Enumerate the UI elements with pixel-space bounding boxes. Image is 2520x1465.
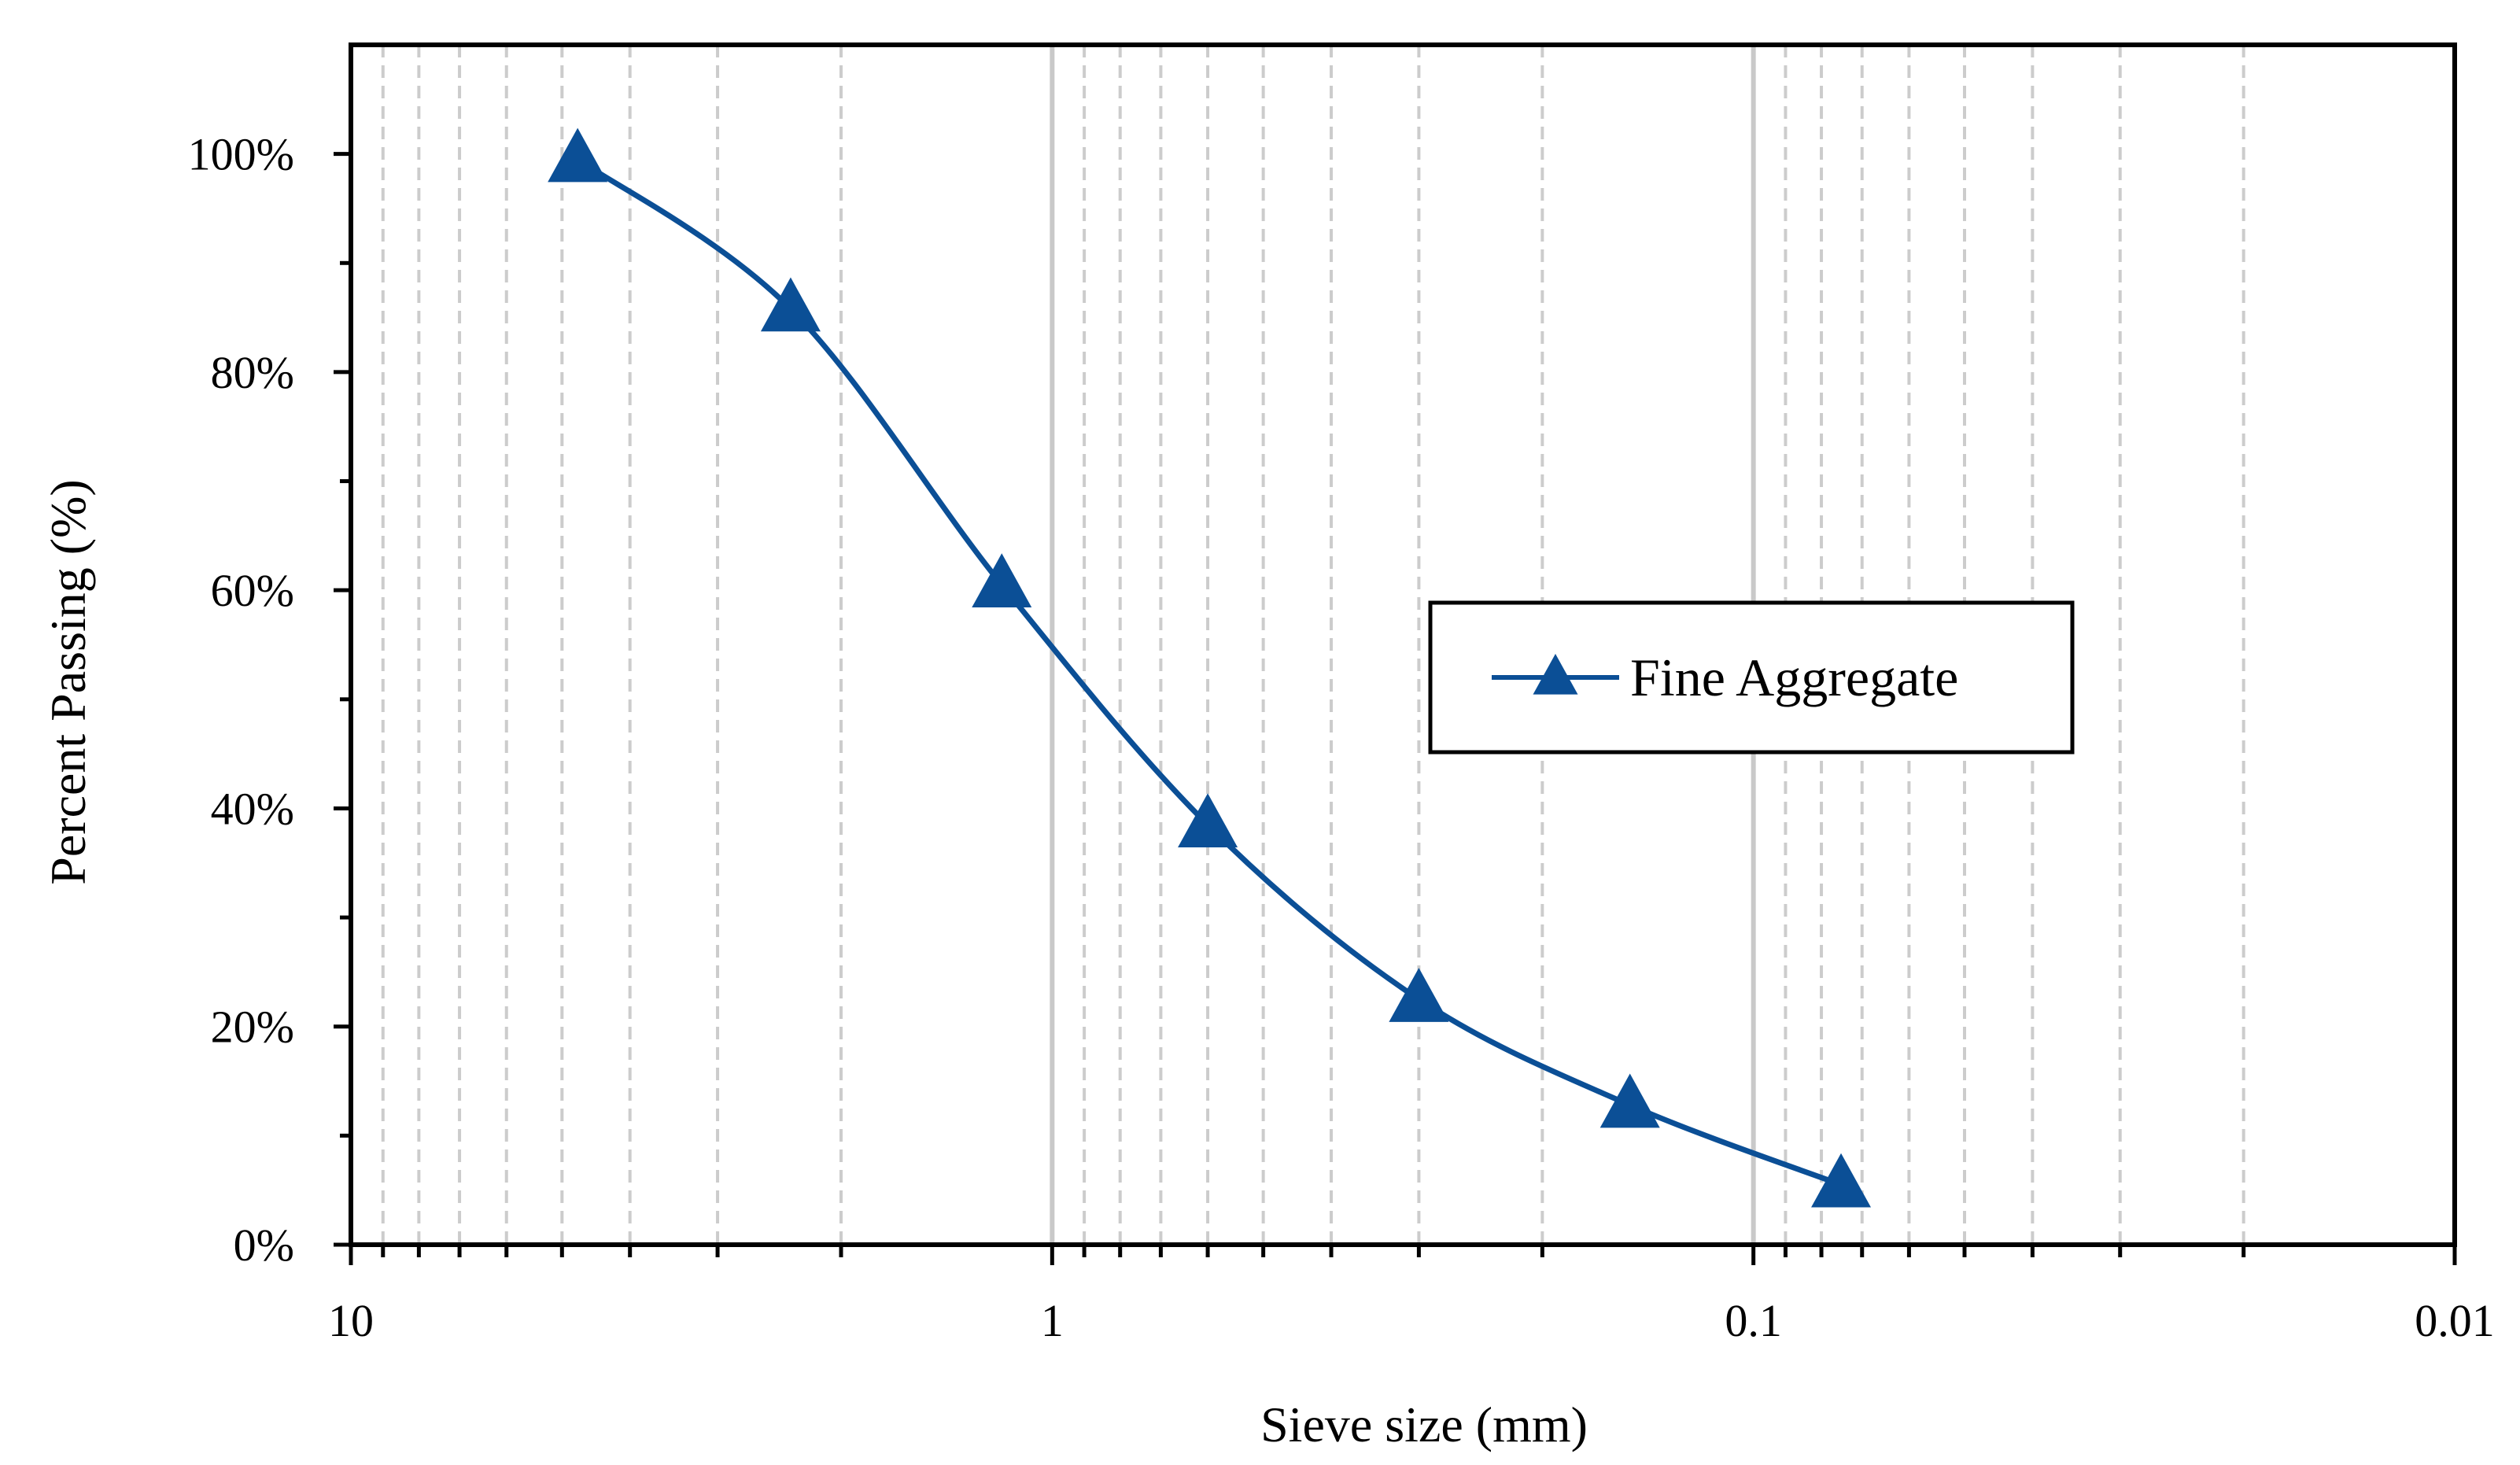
y-axis-title: Percent Passing (%) [40,479,96,884]
data-point-marker [1599,1073,1660,1128]
y-tick-label: 0% [234,1220,294,1271]
data-point-marker [972,553,1032,608]
data-point-marker [1811,1153,1872,1208]
legend-triangle-marker [1533,654,1578,695]
legend: Fine Aggregate [1428,600,2075,755]
legend-entry-fine-aggregate: Fine Aggregate [1630,648,1958,707]
y-tick-label: 60% [211,565,294,616]
x-tick-label: 10 [328,1295,374,1346]
y-tick-label: 100% [188,129,294,180]
y-tick-label: 80% [211,347,294,398]
y-tick-label: 20% [211,1002,294,1053]
data-point-marker [1389,968,1449,1022]
data-point-marker [548,127,608,183]
data-series [548,127,1872,1208]
x-tick-label: 1 [1041,1295,1064,1346]
y-tick-label: 40% [211,783,294,834]
x-axis-title: Sieve size (mm) [1260,1397,1588,1452]
x-tick-label: 0.1 [1725,1295,1782,1346]
data-point-marker [1178,793,1238,848]
axes: 0% 20% 40% 60% 80% 100% 10 1 0.1 0.01 [188,42,2495,1346]
x-tick-label: 0.01 [2415,1295,2495,1346]
plot-frame [349,42,2457,1247]
data-point-marker [760,277,821,332]
